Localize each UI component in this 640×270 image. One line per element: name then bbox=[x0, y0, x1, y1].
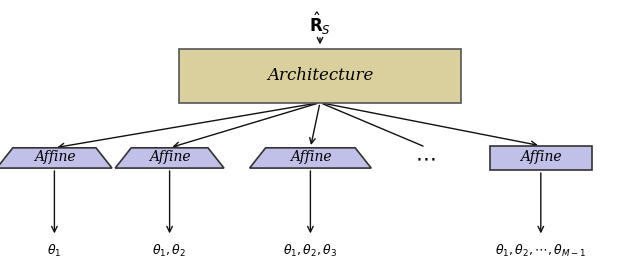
Polygon shape bbox=[250, 148, 371, 168]
Text: Architecture: Architecture bbox=[267, 67, 373, 84]
Text: $\theta_1, \theta_2$: $\theta_1, \theta_2$ bbox=[152, 243, 187, 259]
Text: Affine: Affine bbox=[33, 150, 76, 164]
Text: Affine: Affine bbox=[520, 150, 562, 164]
Text: $\theta_1, \theta_2, \theta_3$: $\theta_1, \theta_2, \theta_3$ bbox=[283, 243, 338, 259]
Polygon shape bbox=[115, 148, 224, 168]
Text: $\theta_1$: $\theta_1$ bbox=[47, 243, 61, 259]
Text: $\theta_1, \theta_2, \cdots, \theta_{M-1}$: $\theta_1, \theta_2, \cdots, \theta_{M-1… bbox=[495, 243, 587, 259]
Text: Affine: Affine bbox=[148, 150, 191, 164]
Text: $\hat{\mathbf{R}}_S$: $\hat{\mathbf{R}}_S$ bbox=[309, 11, 331, 37]
Polygon shape bbox=[490, 146, 592, 170]
Polygon shape bbox=[0, 148, 112, 168]
Text: Affine: Affine bbox=[289, 150, 332, 164]
Bar bbox=[179, 49, 461, 103]
Text: $\cdots$: $\cdots$ bbox=[415, 148, 436, 168]
